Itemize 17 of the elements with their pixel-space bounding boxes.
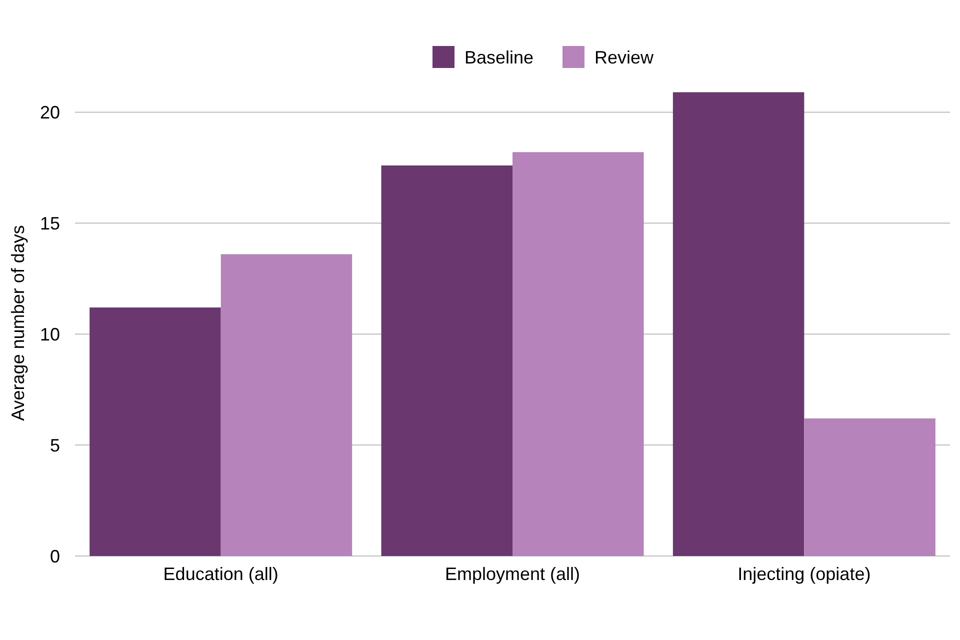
- y-tick-label: 5: [50, 435, 60, 456]
- x-tick-label: Education (all): [163, 564, 278, 584]
- y-tick-label: 20: [40, 102, 60, 122]
- y-axis-title: Average number of days: [8, 225, 28, 421]
- y-tick-label: 0: [50, 546, 60, 566]
- bar: [90, 307, 221, 556]
- legend-label: Review: [594, 47, 655, 68]
- bar: [672, 92, 804, 556]
- x-tick-label: Injecting (opiate): [738, 564, 871, 584]
- bar: [381, 165, 512, 556]
- bar: [220, 254, 352, 556]
- y-tick-label: 15: [40, 213, 60, 234]
- bar: [804, 418, 936, 556]
- bar: [512, 152, 644, 556]
- legend-label: Baseline: [464, 47, 534, 68]
- x-tick-label: Employment (all): [444, 564, 580, 584]
- y-tick-label: 10: [40, 324, 60, 344]
